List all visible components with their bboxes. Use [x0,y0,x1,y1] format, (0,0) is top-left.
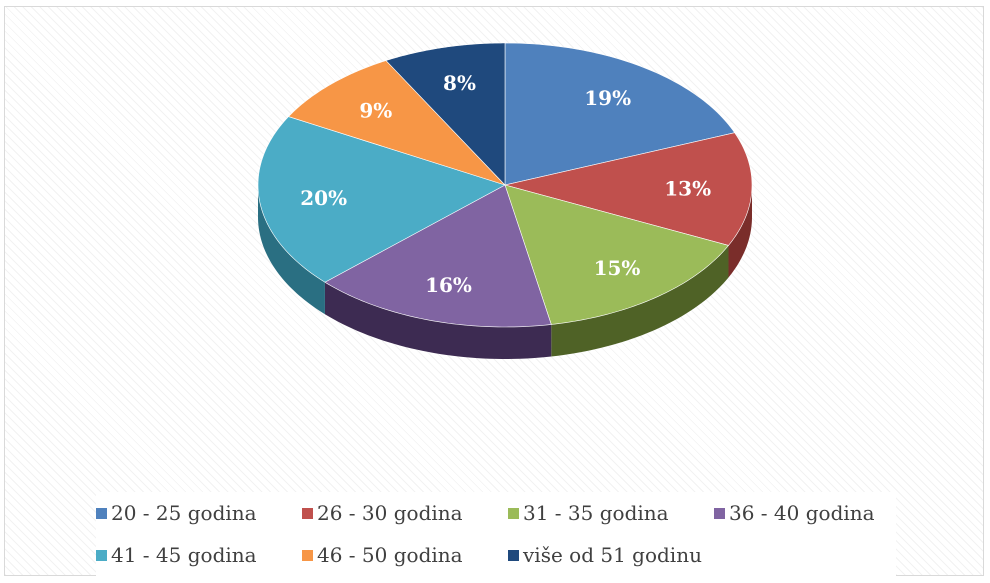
legend-row: 20 - 25 godina 26 - 30 godina 31 - 35 go… [96,492,896,534]
slice-label: 13% [664,176,711,200]
slice-label: 20% [300,186,347,210]
pie-slice [287,60,506,186]
legend-row: 41 - 45 godina 46 - 50 godina više od 51… [96,534,896,576]
legend-swatch [96,507,107,519]
legend: 20 - 25 godina 26 - 30 godina 31 - 35 go… [96,492,896,576]
pie-slice-side [551,245,729,357]
pie-slice-side [728,185,752,278]
pie-slice [504,132,753,246]
legend-item: 46 - 50 godina [302,543,508,567]
slice-label: 15% [594,256,641,280]
legend-label: više od 51 godinu [523,543,702,567]
legend-swatch [302,507,313,519]
legend-label: 36 - 40 godina [729,501,875,525]
legend-item: više od 51 godinu [508,543,714,567]
pie-sides [258,185,752,359]
slice-label: 9% [359,99,392,123]
pie-slice-side [258,185,325,315]
pie-slice [324,184,552,328]
legend-item: 20 - 25 godina [96,501,302,525]
legend-label: 46 - 50 godina [317,543,463,567]
legend-label: 26 - 30 godina [317,501,463,525]
pie-tops [257,42,753,328]
legend-swatch [508,549,519,561]
slice-label: 16% [425,273,472,297]
pie-slice [385,42,506,186]
legend-item: 41 - 45 godina [96,543,302,567]
pie-labels: 19% 13% 15% 16% 20% 9% 8% [300,71,711,297]
pie-slice [504,184,730,325]
legend-label: 31 - 35 godina [523,501,669,525]
pie-slice-side [324,282,552,359]
legend-swatch [96,549,107,561]
legend-label: 20 - 25 godina [111,501,257,525]
legend-swatch [714,507,725,519]
legend-item: 36 - 40 godina [714,501,896,525]
pie-slice [504,42,736,186]
legend-item: 31 - 35 godina [508,501,714,525]
legend-label: 41 - 45 godina [111,543,257,567]
legend-item: 26 - 30 godina [302,501,508,525]
legend-swatch [302,549,313,561]
slice-label: 19% [584,86,631,110]
legend-swatch [508,507,519,519]
pie-slice [257,116,506,283]
slice-label: 8% [443,71,476,95]
